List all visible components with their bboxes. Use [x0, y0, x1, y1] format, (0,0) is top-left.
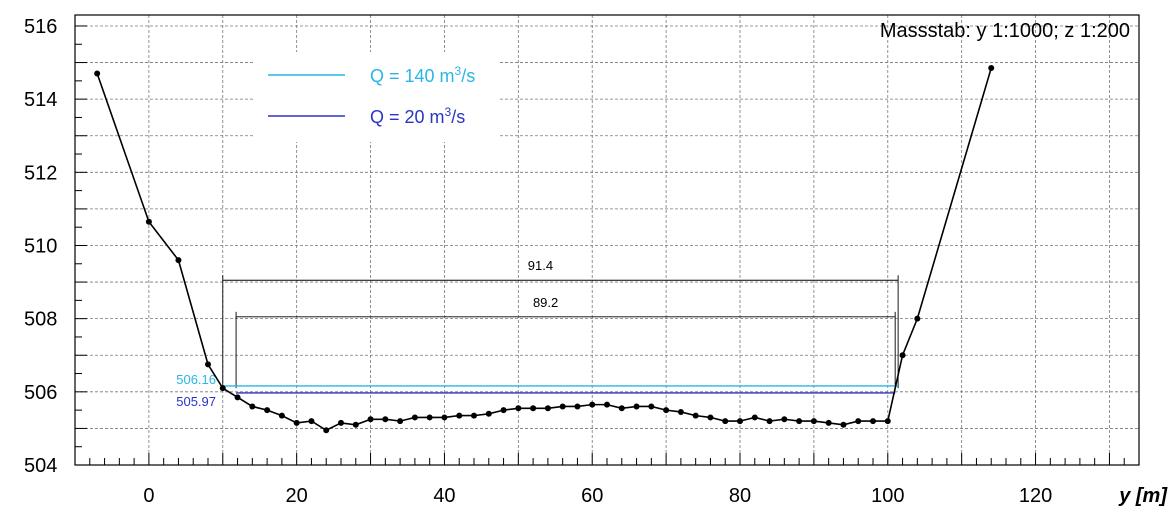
terrain-point	[145, 218, 152, 225]
terrain-point	[94, 70, 101, 77]
legend-label: Q = 140 m3/s	[370, 64, 475, 86]
terrain-point	[840, 421, 847, 428]
terrain-point	[352, 421, 359, 428]
terrain-point	[884, 418, 891, 425]
terrain-point	[249, 403, 256, 410]
terrain-point	[574, 403, 581, 410]
y-axis-ticks	[75, 25, 87, 466]
terrain-point	[663, 407, 670, 414]
plot-frame	[74, 14, 1140, 466]
y-tick-label: 510	[24, 235, 57, 257]
x-axis-title: y [m]	[1118, 485, 1168, 507]
terrain-point	[278, 412, 285, 419]
width-marker-label: 91.4	[528, 258, 553, 273]
terrain-point	[796, 418, 803, 425]
terrain-point	[810, 418, 817, 425]
terrain-point	[456, 412, 463, 419]
terrain-point	[633, 403, 640, 410]
x-tick-label: 20	[286, 485, 308, 507]
terrain-point	[205, 361, 211, 368]
terrain-point	[648, 403, 655, 410]
legend: Q = 140 m3/s Q = 20 m3/s	[253, 52, 498, 142]
terrain-point	[382, 416, 389, 423]
legend-label: Q = 20 m3/s	[370, 105, 465, 127]
x-tick-label: 120	[1019, 485, 1052, 507]
width-marker	[235, 311, 896, 389]
terrain-point	[175, 257, 182, 264]
terrain-point	[471, 412, 477, 419]
x-tick-label: 80	[729, 485, 751, 507]
y-tick-label: 506	[24, 382, 57, 404]
terrain-point	[293, 419, 300, 426]
scale-note: Massstab: y 1:1000; z 1:200	[880, 20, 1130, 42]
width-marker	[222, 275, 899, 389]
terrain-point	[234, 394, 241, 401]
water-level-value-label: 506.16	[176, 372, 216, 387]
terrain-point	[707, 414, 714, 421]
y-tick-label: 516	[24, 16, 57, 38]
terrain-point	[914, 315, 921, 322]
terrain-point	[751, 414, 758, 421]
legend-box	[253, 52, 498, 142]
terrain-point	[781, 416, 788, 423]
terrain-point	[264, 407, 271, 414]
width-marker-label: 89.2	[533, 295, 558, 310]
y-tick-label: 504	[24, 455, 57, 477]
terrain-point	[530, 405, 537, 412]
terrain-point	[722, 418, 729, 425]
water-level-value-label: 505.97	[176, 394, 216, 409]
terrain-point	[692, 412, 699, 419]
x-tick-label: 100	[871, 485, 904, 507]
terrain-point	[397, 418, 404, 425]
terrain-point	[899, 352, 906, 359]
terrain-point	[559, 403, 566, 410]
terrain-point	[308, 418, 315, 425]
x-tick-label: 60	[581, 485, 603, 507]
y-tick-label: 512	[24, 162, 57, 184]
terrain-point	[500, 407, 507, 414]
terrain-point	[367, 416, 374, 423]
terrain-point	[441, 414, 448, 421]
terrain-point	[411, 414, 418, 421]
terrain-point	[855, 418, 862, 425]
x-tick-label: 0	[143, 485, 154, 507]
terrain-point	[485, 410, 492, 417]
terrain-point	[219, 385, 226, 392]
terrain-point	[426, 414, 433, 421]
terrain-point	[766, 418, 773, 425]
terrain-point	[544, 405, 551, 412]
terrain-point	[737, 418, 743, 425]
terrain-point	[323, 427, 330, 434]
terrain-point	[604, 401, 610, 408]
terrain-point	[338, 419, 344, 426]
terrain-point	[589, 401, 596, 408]
terrain-point	[825, 419, 832, 426]
x-tick-label: 40	[433, 485, 455, 507]
terrain-point	[988, 65, 995, 72]
terrain-point	[515, 405, 522, 412]
terrain-point	[677, 408, 684, 415]
y-tick-label: 508	[24, 309, 57, 331]
x-axis-ticks	[89, 453, 1140, 465]
terrain-point	[618, 405, 625, 412]
y-tick-label: 514	[24, 89, 57, 111]
terrain-point	[870, 418, 876, 425]
